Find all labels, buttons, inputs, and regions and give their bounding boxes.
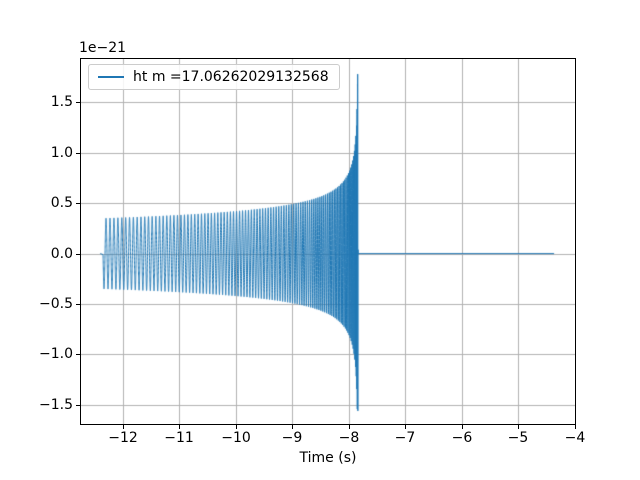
- x-tick-mark: [462, 425, 463, 429]
- x-tick-label: −8: [338, 430, 360, 446]
- x-tick-mark: [236, 425, 237, 429]
- y-tick-mark: [76, 254, 80, 255]
- x-tick-mark: [575, 425, 576, 429]
- x-tick-label: −7: [394, 430, 416, 446]
- legend: ht m =17.06262029132568: [88, 64, 340, 90]
- y-tick-label: −0.5: [39, 296, 73, 312]
- x-axis-label: Time (s): [299, 450, 357, 466]
- y-tick-label: 1.0: [50, 145, 73, 161]
- legend-line-sample: [98, 76, 124, 78]
- y-tick-mark: [76, 405, 80, 406]
- y-tick-mark: [76, 153, 80, 154]
- plot-area: ht m =17.06262029132568: [80, 58, 576, 425]
- x-tick-mark: [349, 425, 350, 429]
- x-tick-label: −5: [507, 430, 529, 446]
- x-tick-mark: [292, 425, 293, 429]
- x-tick-mark: [518, 425, 519, 429]
- x-tick-label: −10: [221, 430, 251, 446]
- x-tick-mark: [123, 425, 124, 429]
- x-tick-label: −11: [164, 430, 194, 446]
- y-axis-offset-label: 1e−21: [79, 40, 127, 56]
- y-tick-label: 0.0: [50, 246, 73, 262]
- y-tick-mark: [76, 102, 80, 103]
- y-tick-mark: [76, 304, 80, 305]
- x-tick-label: −4: [564, 430, 586, 446]
- waveform-canvas: [81, 59, 575, 424]
- y-tick-mark: [76, 354, 80, 355]
- x-tick-label: −9: [281, 430, 303, 446]
- y-tick-label: 1.5: [50, 94, 73, 110]
- legend-label: ht m =17.06262029132568: [133, 69, 329, 85]
- x-tick-mark: [405, 425, 406, 429]
- x-tick-label: −6: [451, 430, 473, 446]
- x-tick-mark: [179, 425, 180, 429]
- y-tick-label: −1.5: [39, 397, 73, 413]
- y-tick-label: 0.5: [50, 195, 73, 211]
- y-tick-label: −1.0: [39, 346, 73, 362]
- y-tick-mark: [76, 203, 80, 204]
- x-tick-label: −12: [108, 430, 138, 446]
